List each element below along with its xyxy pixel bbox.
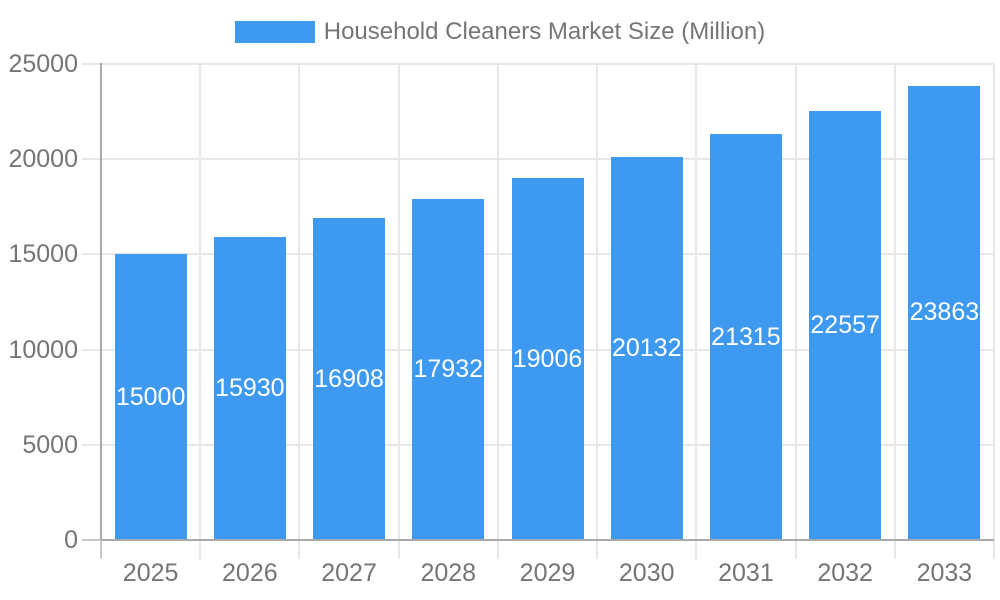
y-axis-label: 25000 [8,50,78,78]
v-gridline [397,64,400,559]
legend-label[interactable]: Household Cleaners Market Size (Million) [323,18,766,45]
bar-2027[interactable]: 16908 [313,218,386,540]
v-gridline [496,64,499,559]
bar-2032[interactable]: 22557 [809,110,882,540]
bar-value-label: 20132 [611,333,682,362]
x-axis-label: 2029 [519,559,576,587]
legend-swatch[interactable] [234,21,315,43]
y-axis-line [100,63,102,540]
x-axis-label: 2031 [718,559,774,587]
x-axis-label: 2027 [321,559,377,587]
v-gridline [893,64,896,559]
x-axis-line [101,539,994,541]
y-axis-label: 10000 [8,335,78,364]
bar-value-label: 15000 [115,382,186,411]
bar-2025[interactable]: 15000 [114,254,187,540]
v-gridline [199,64,202,559]
bar-2026[interactable]: 15930 [213,236,286,540]
y-axis-label: 5000 [22,430,78,459]
bar-value-label: 17932 [413,354,484,383]
h-gridline [82,63,994,65]
x-axis-label: 2028 [420,559,477,587]
v-gridline [596,64,599,559]
bar-2030[interactable]: 20132 [610,156,683,540]
bar-2033[interactable]: 23863 [908,85,981,540]
bar-value-label: 21315 [711,322,781,351]
bar-value-label: 19006 [512,344,583,373]
bar-value-label: 23863 [909,298,980,327]
bar-value-label: 15930 [215,373,285,402]
v-gridline [695,64,698,559]
v-gridline [993,64,995,559]
x-axis-label: 2025 [122,559,179,587]
v-gridline [298,64,301,559]
y-axis-label: 20000 [8,145,78,174]
x-axis-label: 2032 [817,559,873,587]
bar-2031[interactable]: 21315 [709,134,782,540]
x-axis-label: 2030 [618,559,675,587]
bar-value-label: 16908 [314,364,384,393]
v-gridline [794,64,797,559]
y-axis-label: 0 [64,526,78,554]
x-axis-tick [82,539,100,541]
h-gridline [82,158,994,161]
y-axis-label: 15000 [8,240,78,269]
x-axis-label: 2026 [222,559,278,587]
x-axis-label: 2033 [916,559,973,587]
bar-2029[interactable]: 19006 [511,178,584,540]
bar-value-label: 22557 [810,310,880,339]
legend[interactable]: Household Cleaners Market Size (Million) [0,19,1000,45]
bar-2028[interactable]: 17932 [412,198,485,540]
y-axis-tick [100,541,102,558]
